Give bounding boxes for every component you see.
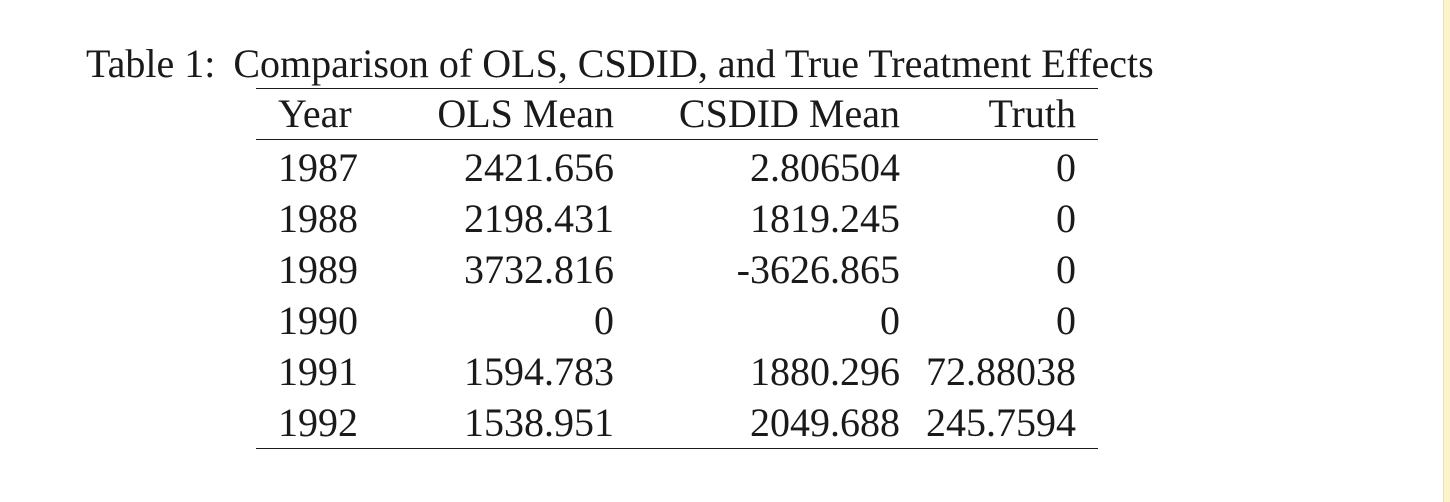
- cell-ols-mean: 3732.816: [464, 247, 614, 292]
- results-table: Year OLS Mean CSDID Mean Truth 1987 2421…: [256, 88, 1098, 449]
- table-row: 1992 1538.951 2049.688 245.7594: [256, 397, 1098, 449]
- table-body: 1987 2421.656 2.806504 0 1988 2198.431 1…: [256, 140, 1098, 449]
- cell-ols-mean: 0: [594, 298, 614, 343]
- cell-ols-mean: 1594.783: [464, 349, 614, 394]
- table-row: 1988 2198.431 1819.245 0: [256, 193, 1098, 244]
- results-table-container: Year OLS Mean CSDID Mean Truth 1987 2421…: [256, 88, 1098, 449]
- cell-truth: 0: [1056, 145, 1076, 190]
- cell-csdid-mean: 1880.296: [750, 349, 900, 394]
- cell-year: 1990: [278, 298, 358, 343]
- cell-year: 1988: [278, 196, 358, 241]
- cell-csdid-mean: 2049.688: [750, 400, 900, 445]
- cell-year: 1992: [278, 400, 358, 445]
- table-header: Year OLS Mean CSDID Mean Truth: [256, 88, 1098, 140]
- caption-text: Comparison of OLS, CSDID, and True Treat…: [233, 41, 1154, 86]
- cell-year: 1989: [278, 247, 358, 292]
- table-caption: Table 1: Comparison of OLS, CSDID, and Tr…: [86, 38, 1154, 90]
- table-row: 1991 1594.783 1880.296 72.88038: [256, 346, 1098, 397]
- header-ols-mean: OLS Mean: [437, 91, 614, 136]
- cell-year: 1987: [278, 145, 358, 190]
- cell-year: 1991: [278, 349, 358, 394]
- header-truth: Truth: [988, 91, 1076, 136]
- header-csdid-mean: CSDID Mean: [678, 91, 900, 136]
- page-edge-strip: [1443, 0, 1450, 502]
- cell-csdid-mean: 0: [880, 298, 900, 343]
- table-row: 1990 0 0 0: [256, 295, 1098, 346]
- cell-truth: 0: [1056, 247, 1076, 292]
- cell-csdid-mean: 1819.245: [750, 196, 900, 241]
- cell-csdid-mean: 2.806504: [750, 145, 900, 190]
- header-year: Year: [278, 91, 352, 136]
- table-row: 1987 2421.656 2.806504 0: [256, 140, 1098, 194]
- header-row: Year OLS Mean CSDID Mean Truth: [256, 88, 1098, 140]
- caption-label: Table 1:: [86, 41, 216, 86]
- cell-ols-mean: 2198.431: [464, 196, 614, 241]
- cell-truth: 245.7594: [926, 400, 1076, 445]
- cell-ols-mean: 2421.656: [464, 145, 614, 190]
- cell-ols-mean: 1538.951: [464, 400, 614, 445]
- cell-csdid-mean: -3626.865: [736, 247, 900, 292]
- cell-truth: 0: [1056, 298, 1076, 343]
- table-row: 1989 3732.816 -3626.865 0: [256, 244, 1098, 295]
- cell-truth: 0: [1056, 196, 1076, 241]
- cell-truth: 72.88038: [926, 349, 1076, 394]
